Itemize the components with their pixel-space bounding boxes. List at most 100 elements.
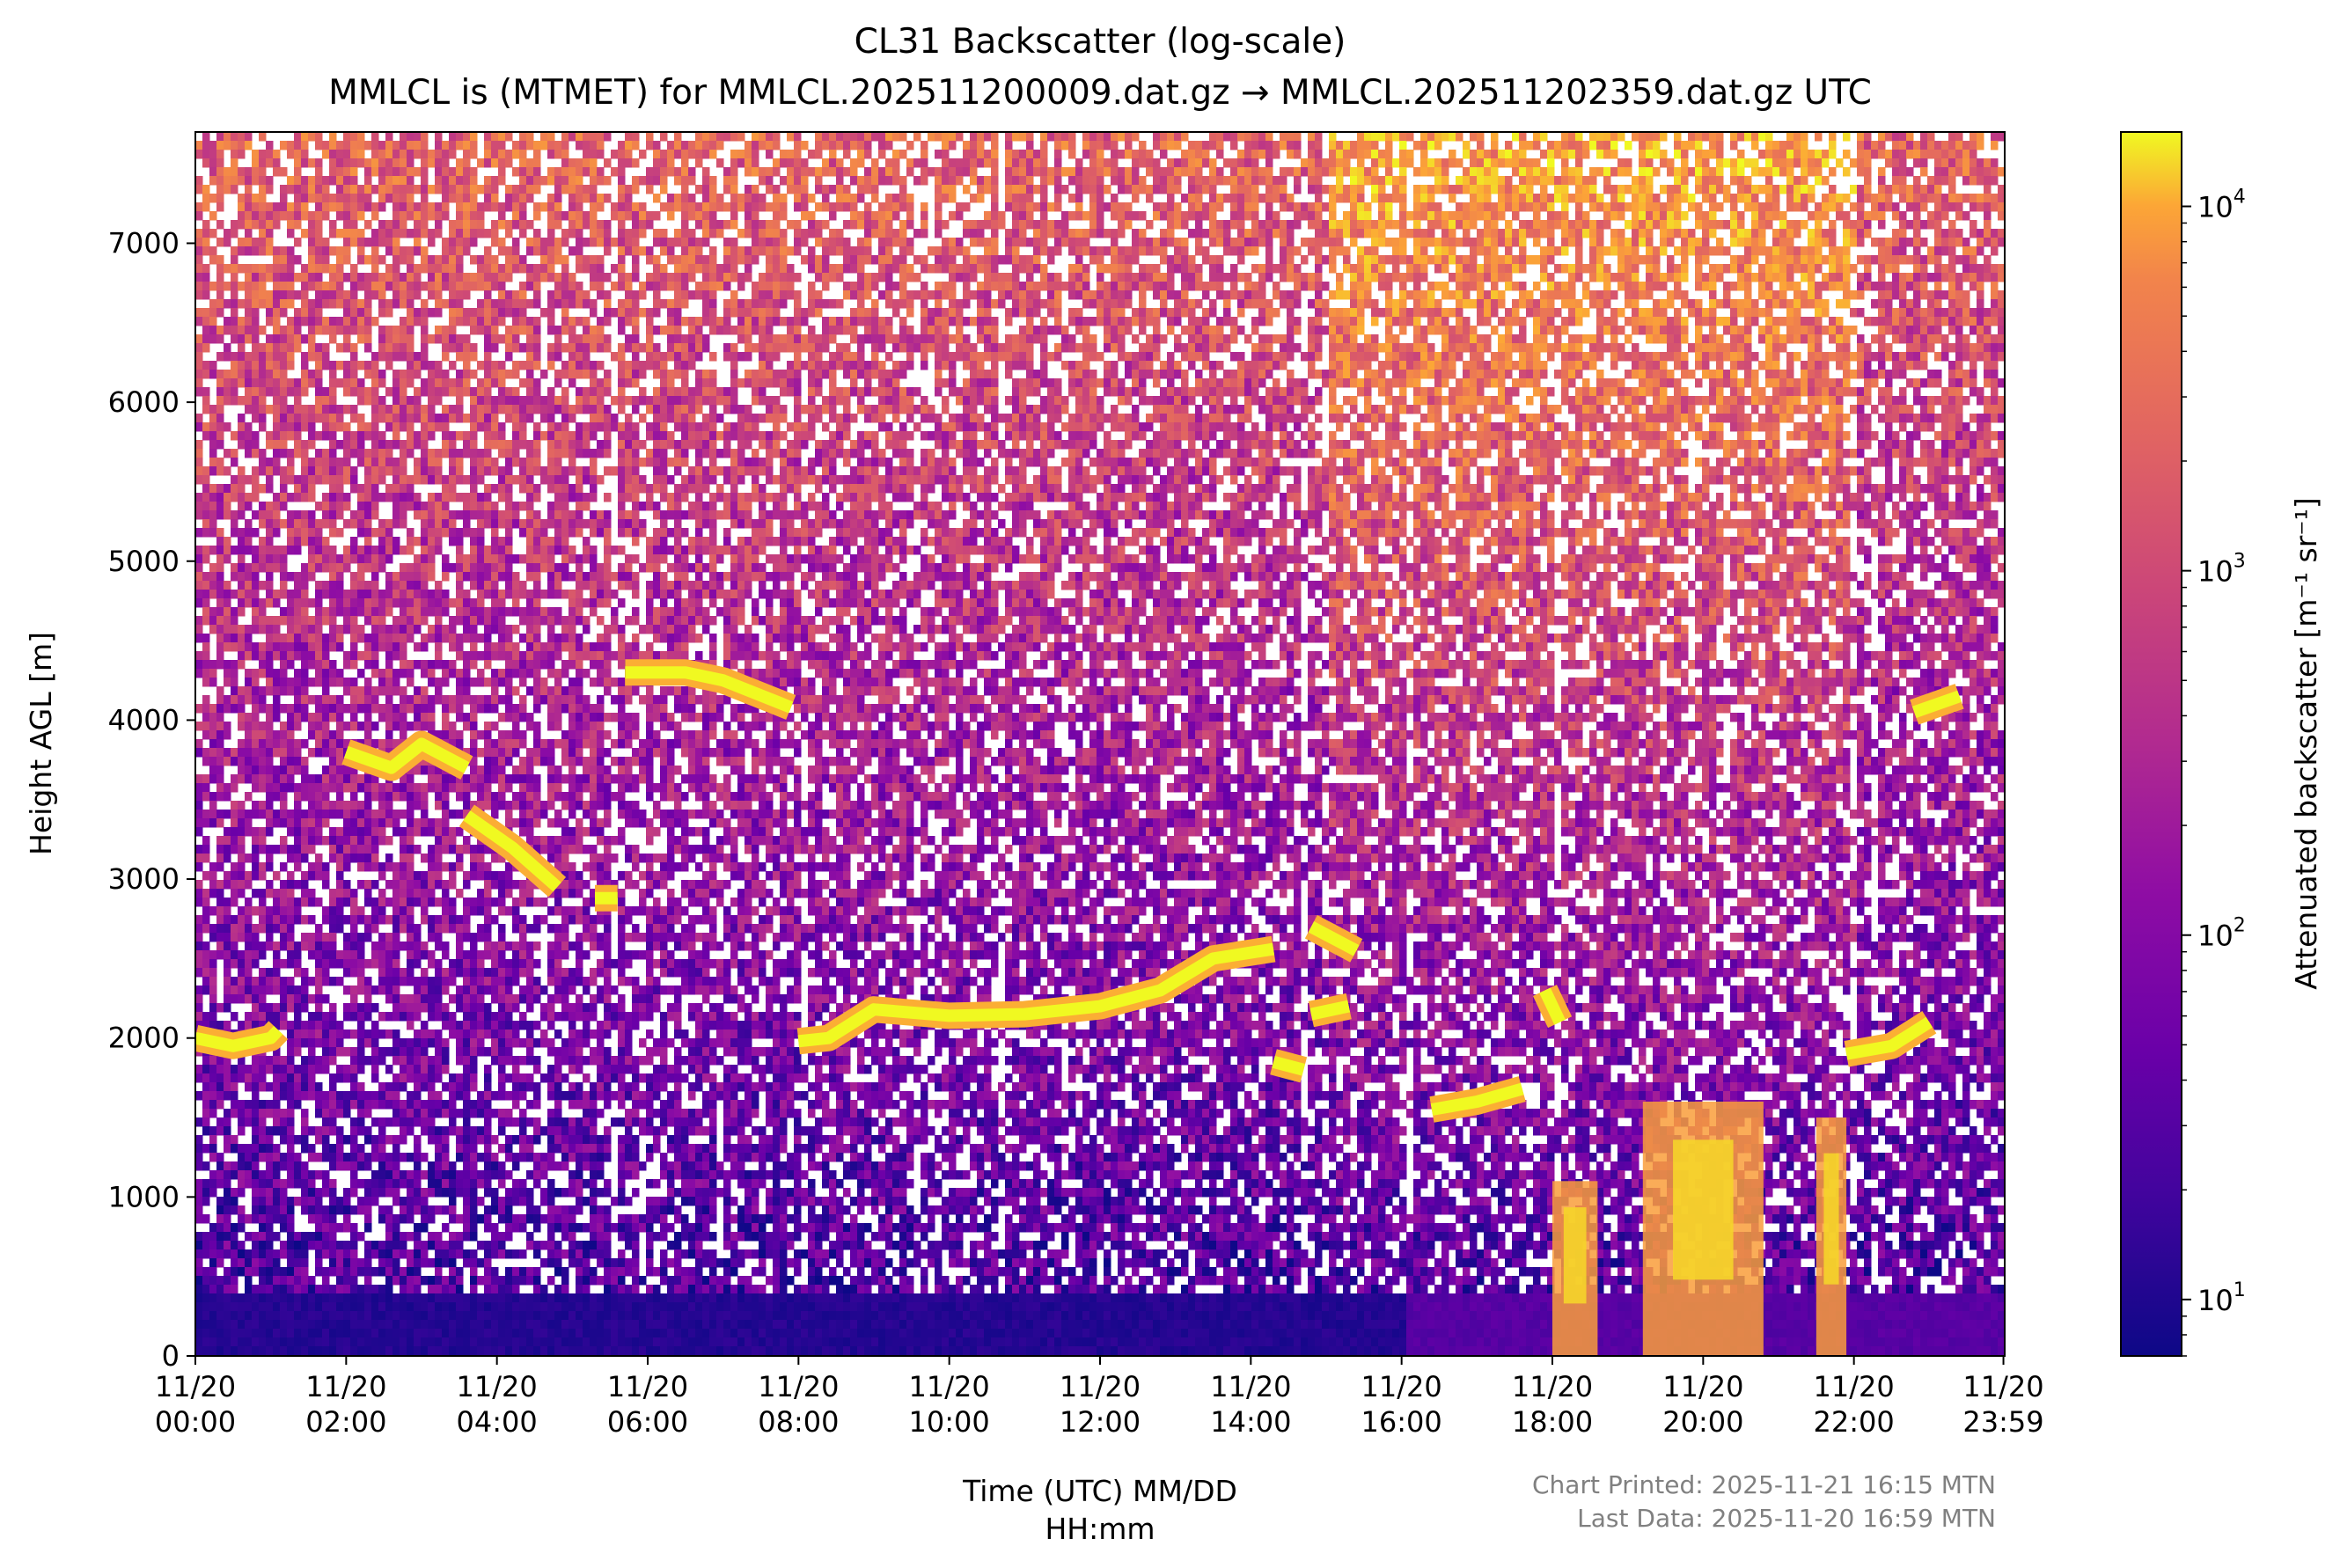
y-axis-label: Height AGL [m] [24, 632, 58, 855]
x-tick-time: 04:00 [457, 1405, 538, 1439]
x-tick-time: 12:00 [1060, 1405, 1141, 1439]
x-tick-time: 16:00 [1361, 1405, 1442, 1439]
heatmap-column [618, 141, 626, 1356]
heatmap-column [1920, 132, 1928, 1356]
heatmap-column [1061, 132, 1069, 1356]
heatmap-column [1857, 132, 1865, 1356]
heatmap-column [709, 132, 717, 1356]
precip-core [1673, 1139, 1734, 1280]
heatmap-column [1512, 132, 1520, 1356]
heatmap-column [1970, 132, 1977, 1356]
heatmap-column [998, 211, 1006, 1356]
heatmap-column [737, 132, 745, 1356]
x-tick-date: 11/20 [1060, 1370, 1141, 1403]
heatmap-column [1406, 132, 1414, 1356]
heatmap-column [604, 132, 612, 1356]
heatmap-column [209, 141, 217, 1356]
heatmap-column [1385, 132, 1393, 1356]
heatmap-column [1364, 132, 1372, 1356]
heatmap-column [1484, 150, 1492, 1356]
heatmap-column [1258, 132, 1266, 1356]
heatmap-column [315, 132, 323, 1356]
heatmap-column [836, 132, 844, 1356]
heatmap-column [977, 132, 985, 1356]
heatmap-column [350, 132, 358, 1356]
heatmap-column [1315, 132, 1323, 1356]
heatmap-column [1533, 132, 1541, 1356]
heatmap-column [1878, 132, 1886, 1356]
heatmap-column [1223, 132, 1231, 1356]
x-tick-date: 11/20 [607, 1370, 688, 1403]
y-tick-label: 6000 [108, 385, 180, 419]
x-tick-date: 11/20 [758, 1370, 839, 1403]
heatmap-column [1434, 132, 1442, 1356]
heatmap-column [568, 132, 576, 1356]
heatmap-column [1399, 132, 1407, 1356]
y-tick-label: 2000 [108, 1022, 180, 1055]
heatmap-column [1343, 141, 1351, 1356]
colorbar-label: Attenuated backscatter [m⁻¹ sr⁻¹] [2289, 497, 2323, 990]
heatmap-column [470, 132, 478, 1356]
heatmap-column [1610, 132, 1618, 1356]
heatmap-column [1118, 132, 1126, 1356]
heatmap-column [505, 132, 513, 1356]
heatmap-column [231, 132, 238, 1356]
heatmap-column [1871, 141, 1879, 1356]
cloud-layer-core [1911, 690, 1962, 718]
cloud-layer-core [195, 1025, 283, 1052]
heatmap-column [885, 132, 893, 1356]
heatmap-column [1139, 141, 1147, 1356]
heatmap-column [1378, 132, 1386, 1356]
heatmap-column [519, 132, 527, 1356]
heatmap-column [1132, 132, 1140, 1356]
heatmap-column [1371, 132, 1379, 1356]
heatmap-column [1646, 132, 1654, 1356]
heatmap-column [730, 132, 738, 1356]
heatmap-column [1794, 132, 1801, 1356]
heatmap-column [1892, 132, 1900, 1356]
plot-area: 11/2000:0011/2002:0011/2004:0011/2006:00… [108, 131, 2044, 1439]
y-tick-label: 0 [162, 1339, 180, 1373]
x-tick-date: 11/20 [1662, 1370, 1743, 1403]
x-tick-time: 10:00 [909, 1405, 990, 1439]
chart-subtitle: MMLCL is (MTMET) for MMLCL.202511200009.… [328, 73, 1872, 113]
heatmap-column [1526, 141, 1534, 1356]
y-tick-label: 5000 [108, 545, 180, 578]
heatmap-column [238, 132, 246, 1356]
heatmap-column [512, 141, 520, 1356]
heatmap-column [216, 132, 224, 1356]
heatmap-column [808, 150, 816, 1356]
chart-title: CL31 Backscatter (log-scale) [855, 22, 1346, 62]
heatmap-column [1899, 132, 1907, 1356]
heatmap-column [1547, 141, 1555, 1356]
x-tick-time: 02:00 [305, 1405, 386, 1439]
heatmap-column [1111, 132, 1119, 1356]
heatmap-column [195, 141, 203, 1356]
heatmap-column [308, 132, 316, 1356]
heatmap-column [421, 132, 429, 1356]
heatmap-column [343, 132, 351, 1356]
x-tick-date: 11/20 [909, 1370, 990, 1403]
heatmap-column [385, 132, 393, 1356]
heatmap-column [273, 150, 281, 1356]
heatmap-column [843, 132, 851, 1356]
heatmap-column [280, 141, 288, 1356]
heatmap-column [1843, 132, 1851, 1356]
heatmap-column [1603, 132, 1611, 1356]
cloud-layer-core [463, 810, 561, 892]
x-tick-time: 23:59 [1962, 1405, 2043, 1439]
heatmap-column [322, 141, 330, 1356]
heatmap-column [1885, 132, 1893, 1356]
y-tick-label: 1000 [108, 1180, 180, 1213]
y-axis-ticks: 0 1000 2000 3000 4000 5000 6000 7000 [108, 226, 195, 1373]
heatmap-column [561, 132, 569, 1356]
cloud-layer-core [1272, 1056, 1306, 1076]
heatmap-column [1054, 132, 1062, 1356]
x-tick-time: 18:00 [1512, 1405, 1593, 1439]
heatmap-column [935, 132, 943, 1356]
x-tick-time: 08:00 [758, 1405, 839, 1439]
heatmap-column [1301, 158, 1309, 1356]
heatmap-column [294, 132, 302, 1356]
heatmap-column [1786, 132, 1794, 1356]
